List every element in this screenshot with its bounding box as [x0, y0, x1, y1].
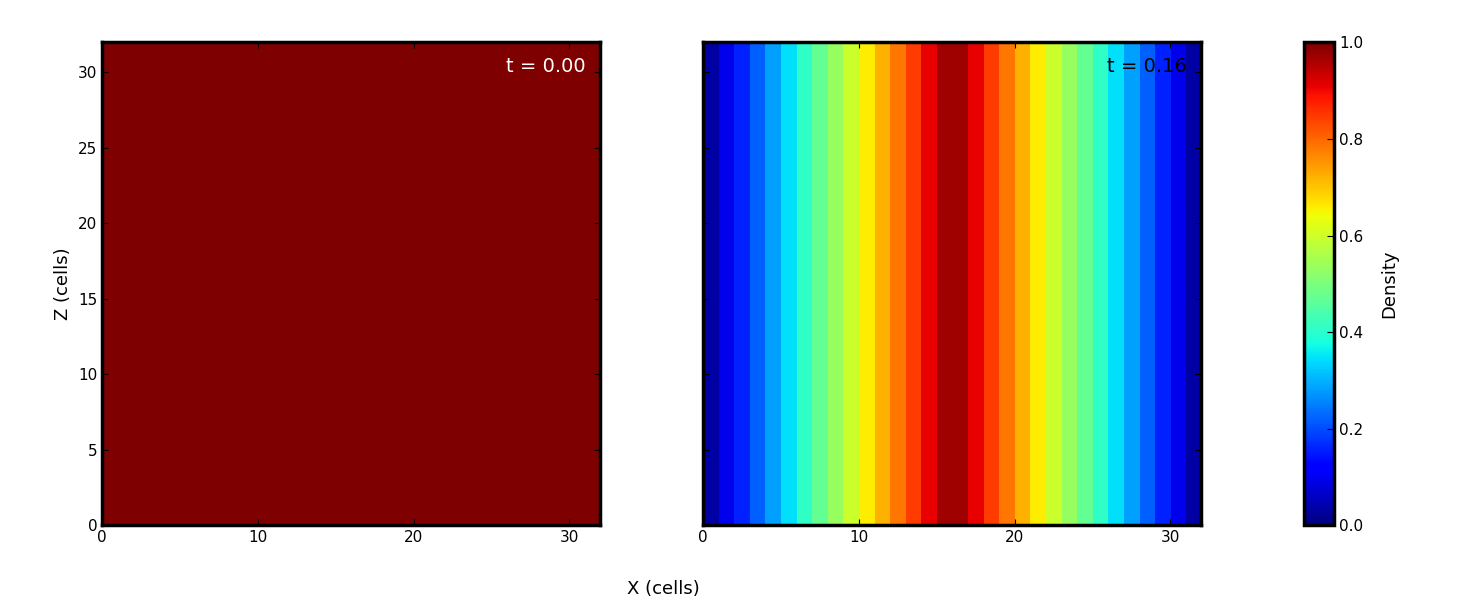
Text: t = 0.16: t = 0.16: [1107, 57, 1187, 76]
Text: t = 0.00: t = 0.00: [506, 57, 586, 76]
Y-axis label: Z (cells): Z (cells): [54, 248, 73, 320]
Y-axis label: Density: Density: [1379, 249, 1398, 318]
Text: X (cells): X (cells): [627, 580, 700, 598]
